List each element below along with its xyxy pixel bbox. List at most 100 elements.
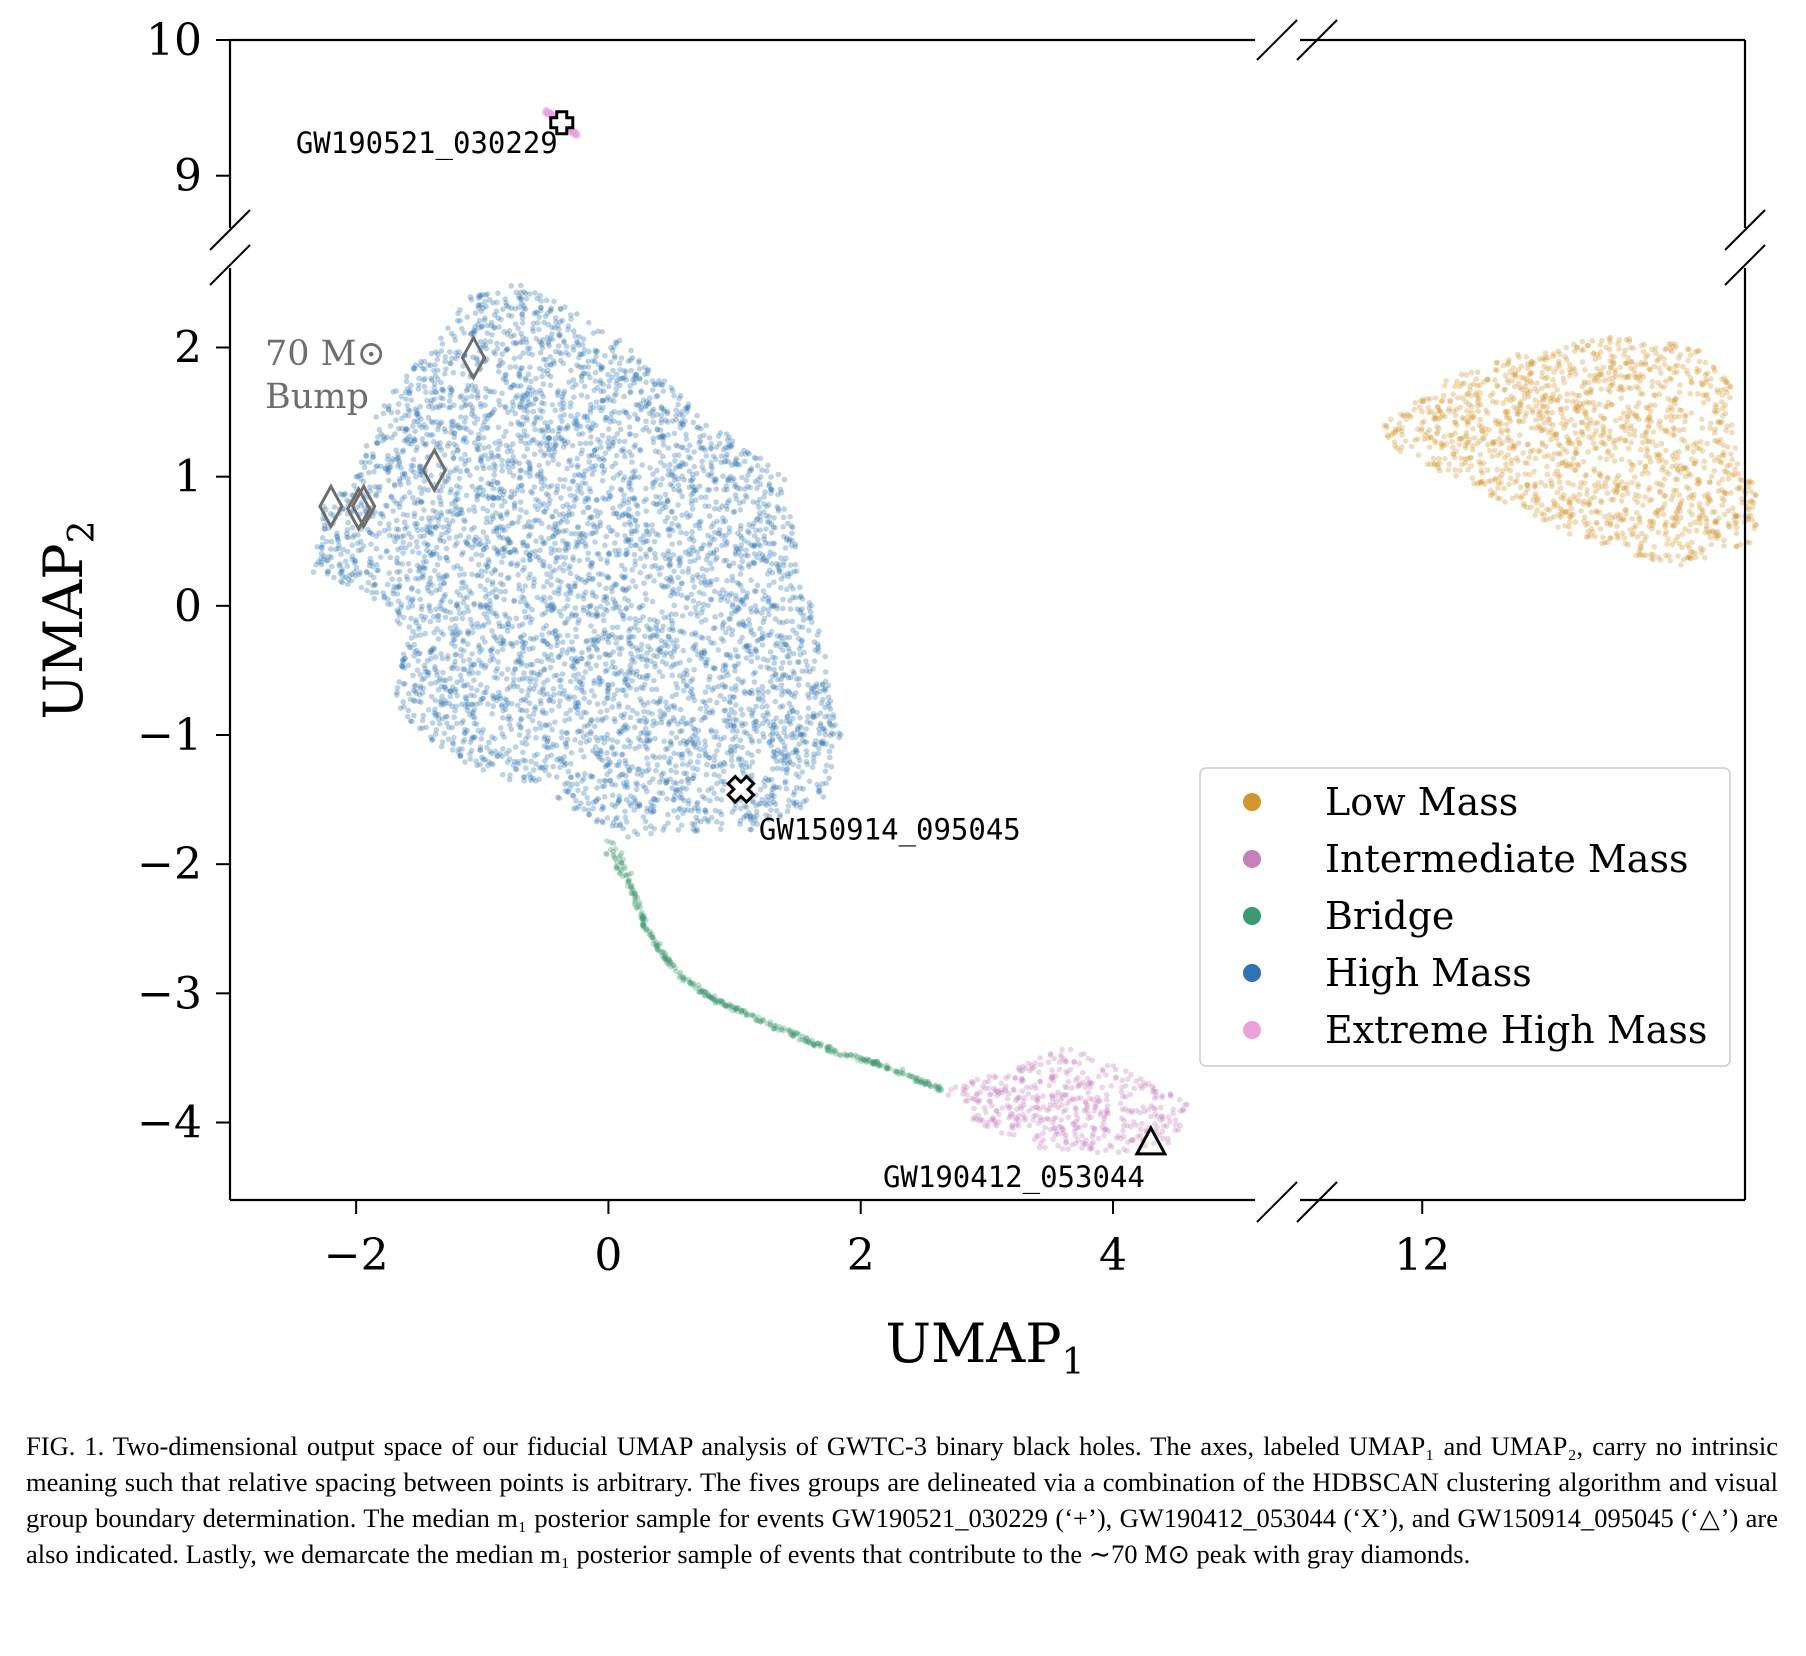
scatter-point — [385, 452, 391, 459]
scatter-point — [668, 767, 674, 774]
scatter-point — [548, 574, 554, 580]
scatter-point — [814, 645, 821, 652]
scatter-point — [726, 711, 733, 718]
scatter-point — [775, 471, 782, 478]
scatter-point — [573, 633, 579, 640]
scatter-point — [808, 689, 815, 695]
scatter-point — [481, 465, 487, 472]
scatter-point — [492, 351, 499, 357]
scatter-point — [630, 469, 636, 475]
scatter-point — [708, 534, 715, 541]
scatter-point — [737, 571, 744, 577]
scatter-point — [621, 575, 627, 581]
scatter-point — [543, 490, 550, 497]
scatter-point — [398, 604, 404, 611]
scatter-point — [439, 739, 446, 745]
scatter-point — [562, 477, 568, 483]
scatter-point — [608, 410, 615, 417]
scatter-point — [708, 445, 714, 452]
scatter-point — [538, 658, 545, 665]
scatter-point — [443, 572, 450, 578]
scatter-point — [491, 389, 498, 395]
scatter-point — [455, 749, 461, 756]
scatter-point — [604, 600, 611, 607]
scatter-point — [688, 717, 695, 723]
scatter-point — [628, 666, 634, 673]
scatter-point — [586, 348, 592, 355]
scatter-point — [494, 525, 501, 532]
scatter-point — [701, 432, 707, 439]
scatter-point — [826, 775, 832, 781]
scatter-point — [563, 710, 570, 717]
scatter-point — [766, 665, 773, 672]
scatter-point — [482, 298, 488, 305]
scatter-point — [471, 677, 477, 684]
scatter-point — [588, 514, 595, 520]
scatter-point — [818, 722, 824, 729]
scatter-point — [612, 634, 618, 641]
scatter-point — [321, 556, 327, 562]
scatter-point — [686, 657, 693, 663]
scatter-point — [447, 598, 454, 605]
scatter-point — [603, 585, 609, 592]
scatter-point — [419, 515, 425, 522]
scatter-point — [435, 617, 442, 623]
scatter-point — [514, 392, 520, 399]
scatter-point — [424, 669, 431, 675]
scatter-point — [487, 481, 493, 488]
scatter-point — [406, 644, 413, 650]
scatter-point — [786, 700, 793, 707]
scatter-point — [465, 382, 471, 389]
scatter-point — [585, 520, 591, 527]
scatter-point — [416, 568, 422, 575]
scatter-point — [679, 728, 685, 734]
scatter-point — [564, 425, 571, 431]
scatter-point — [820, 726, 826, 732]
scatter-point — [819, 740, 825, 746]
scatter-point — [705, 602, 711, 609]
scatter-point — [453, 355, 459, 362]
scatter-point — [720, 473, 726, 480]
scatter-point — [641, 580, 647, 586]
scatter-point — [626, 424, 633, 430]
scatter-point — [591, 447, 598, 454]
scatter-point — [660, 623, 666, 630]
scatter-point — [327, 510, 334, 517]
scatter-point — [505, 409, 511, 416]
scatter-point — [706, 513, 713, 519]
scatter-point — [643, 551, 649, 557]
scatter-point — [459, 615, 466, 622]
scatter-point — [626, 431, 633, 438]
scatter-point — [609, 374, 615, 380]
scatter-point — [336, 562, 343, 569]
scatter-point — [762, 489, 768, 495]
scatter-point — [755, 801, 762, 807]
scatter-point — [823, 741, 829, 747]
scatter-point — [787, 721, 794, 727]
scatter-point — [431, 629, 438, 636]
scatter-point — [544, 677, 551, 683]
scatter-point — [373, 414, 380, 420]
scatter-point — [458, 646, 464, 653]
scatter-point — [733, 457, 739, 464]
scatter-point — [430, 499, 436, 506]
scatter-point — [468, 556, 475, 562]
scatter-point — [472, 734, 478, 740]
scatter-point — [539, 707, 546, 714]
scatter-point — [523, 708, 530, 714]
scatter-point — [536, 365, 543, 372]
scatter-point — [714, 734, 720, 740]
scatter-point — [683, 436, 690, 442]
scatter-point — [612, 803, 618, 810]
scatter-point — [565, 439, 571, 445]
scatter-point — [685, 801, 692, 807]
scatter-point — [611, 435, 618, 442]
scatter-point — [659, 790, 666, 797]
scatter-point — [358, 500, 365, 506]
scatter-point — [799, 624, 806, 631]
scatter-point — [568, 413, 574, 419]
scatter-point — [498, 515, 505, 522]
scatter-point — [523, 741, 530, 747]
scatter-point — [480, 529, 487, 535]
scatter-point — [804, 718, 811, 725]
